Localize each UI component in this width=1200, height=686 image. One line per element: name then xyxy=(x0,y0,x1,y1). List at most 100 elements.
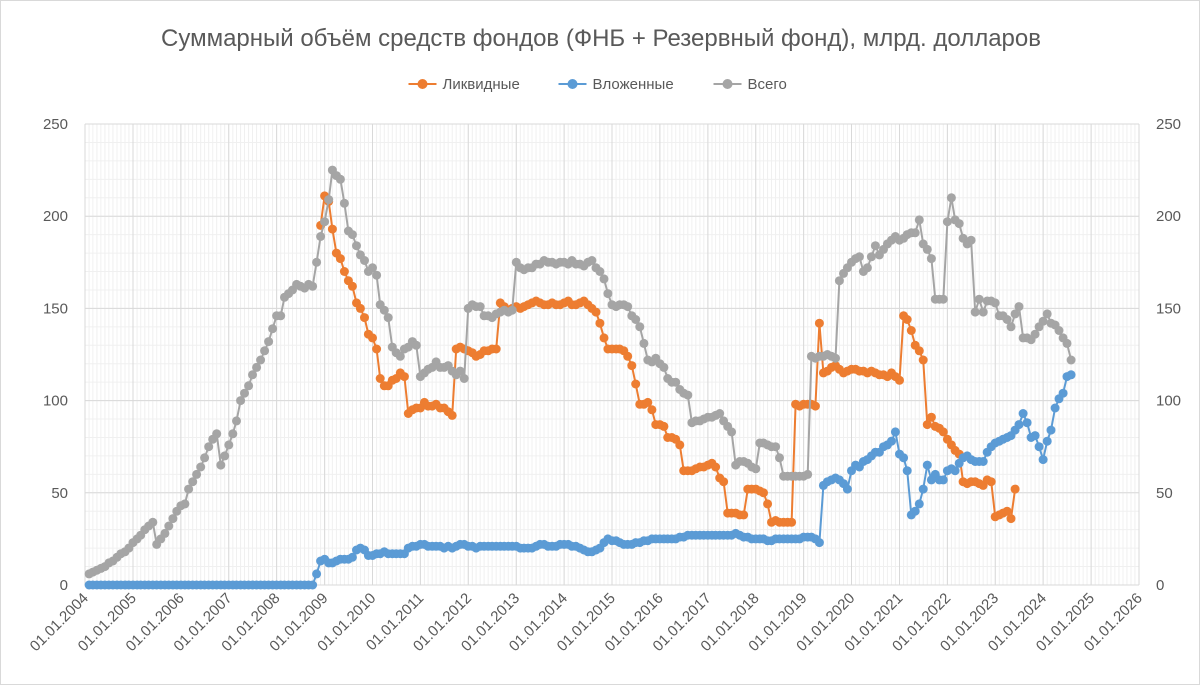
data-point xyxy=(212,429,222,439)
data-point xyxy=(352,241,361,251)
data-point xyxy=(954,219,964,229)
data-point xyxy=(639,338,649,348)
data-point xyxy=(787,517,797,527)
data-point xyxy=(631,379,641,389)
data-point xyxy=(459,374,469,383)
series-2 xyxy=(84,370,1076,590)
data-point xyxy=(339,267,349,276)
data-point xyxy=(276,311,286,321)
data-point xyxy=(854,252,864,262)
data-point xyxy=(368,263,377,273)
data-point xyxy=(491,344,501,354)
data-point xyxy=(1030,329,1040,339)
legend-swatch-marker xyxy=(722,79,733,89)
data-point xyxy=(890,427,900,437)
data-point xyxy=(216,460,226,470)
data-point xyxy=(659,421,669,431)
data-point xyxy=(603,289,613,299)
data-point xyxy=(339,198,349,208)
y-tick-label-left: 50 xyxy=(51,485,68,502)
data-point xyxy=(447,410,457,420)
data-point xyxy=(1014,420,1024,430)
data-point xyxy=(160,528,170,538)
data-point xyxy=(1066,370,1076,380)
data-point xyxy=(220,451,230,461)
data-point xyxy=(627,361,637,371)
data-point xyxy=(591,307,601,317)
data-point xyxy=(659,362,669,372)
data-point xyxy=(938,294,948,304)
y-tick-label-right: 250 xyxy=(1156,116,1181,133)
data-point xyxy=(240,388,249,398)
legend-label: Вложенные xyxy=(593,76,674,93)
data-point xyxy=(914,346,924,356)
data-point xyxy=(335,174,345,184)
data-point xyxy=(168,514,178,524)
y-tick-label-right: 200 xyxy=(1156,208,1181,225)
data-point xyxy=(308,281,318,291)
data-point xyxy=(507,305,517,315)
data-point xyxy=(990,298,1000,308)
series-layer xyxy=(84,165,1076,590)
data-point xyxy=(727,427,737,437)
data-point xyxy=(1042,309,1052,319)
data-point xyxy=(623,302,633,312)
data-point xyxy=(1034,442,1044,452)
y-tick-label-right: 50 xyxy=(1156,485,1173,502)
chart-title: Суммарный объём средств фондов (ФНБ + Ре… xyxy=(161,25,1041,52)
data-point xyxy=(188,477,198,487)
data-point xyxy=(978,457,988,466)
data-point xyxy=(899,453,909,463)
data-point xyxy=(1010,484,1020,494)
data-point xyxy=(1058,388,1068,398)
data-point xyxy=(1042,436,1052,446)
data-point xyxy=(224,440,234,450)
data-point xyxy=(926,254,936,264)
data-point xyxy=(711,462,721,472)
data-point xyxy=(355,303,365,313)
data-point xyxy=(671,377,681,387)
data-point xyxy=(803,469,813,479)
data-point xyxy=(196,462,206,472)
data-point xyxy=(599,333,609,343)
data-point xyxy=(902,466,912,476)
y-axis-right: 0 50 100 150 200 250 xyxy=(1156,116,1181,594)
data-point xyxy=(1046,425,1056,435)
data-point xyxy=(715,409,725,418)
data-point xyxy=(260,346,270,356)
data-point xyxy=(719,477,729,487)
legend-item: Вложенные xyxy=(558,76,674,93)
data-point xyxy=(938,427,948,437)
data-point xyxy=(922,460,932,470)
data-point xyxy=(184,484,194,494)
data-point xyxy=(751,464,761,474)
data-point xyxy=(327,224,337,234)
data-point xyxy=(372,270,382,280)
data-point xyxy=(399,372,409,382)
data-point xyxy=(763,499,773,509)
data-point xyxy=(986,477,996,487)
y-tick-label-right: 0 xyxy=(1156,577,1164,594)
data-point xyxy=(320,217,330,227)
y-tick-label-left: 0 xyxy=(60,577,68,594)
data-point xyxy=(643,397,653,407)
data-point xyxy=(236,396,246,406)
legend-label: Всего xyxy=(748,76,787,93)
series-3 xyxy=(84,165,1076,579)
data-point xyxy=(587,256,597,265)
data-point xyxy=(368,333,377,343)
data-point xyxy=(347,281,357,291)
data-point xyxy=(647,405,657,415)
data-point xyxy=(974,294,984,304)
data-point xyxy=(1010,309,1020,319)
data-point xyxy=(411,340,421,350)
data-point xyxy=(308,580,318,590)
data-point xyxy=(922,420,932,430)
data-point xyxy=(631,315,641,324)
data-point xyxy=(814,318,824,328)
y-tick-label-left: 150 xyxy=(43,300,68,317)
data-point xyxy=(324,195,334,205)
data-point xyxy=(831,353,840,363)
